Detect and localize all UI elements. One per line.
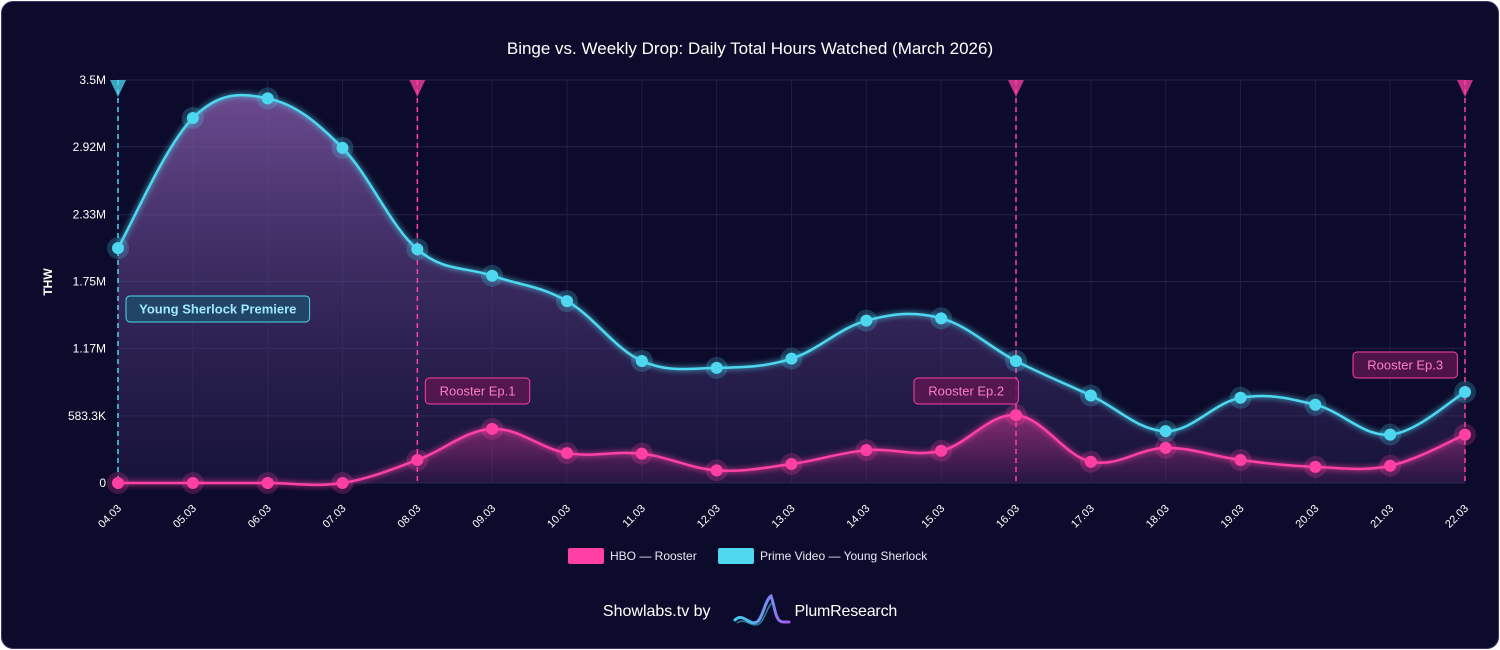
annotation-marker-icon: [1457, 80, 1473, 97]
annotation-label: Rooster Ep.1: [440, 384, 516, 399]
data-point: [411, 243, 424, 256]
data-point: [1309, 398, 1322, 411]
data-point: [486, 422, 499, 435]
data-point: [1159, 441, 1172, 454]
data-point: [336, 477, 349, 489]
x-tick-label: 22.03: [1443, 503, 1471, 531]
annotation-label: Young Sherlock Premiere: [139, 302, 296, 317]
data-point: [1084, 455, 1097, 468]
data-point: [1159, 425, 1172, 438]
legend-label: HBO — Rooster: [610, 549, 697, 563]
x-tick-label: 05.03: [171, 503, 199, 531]
data-point: [935, 312, 948, 325]
y-tick-label: 0: [99, 476, 106, 490]
data-point: [860, 444, 873, 457]
data-point: [261, 477, 274, 489]
brand-logo: PlumResearch: [733, 592, 898, 632]
x-tick-label: 07.03: [321, 503, 349, 531]
x-tick-label: 19.03: [1219, 503, 1247, 531]
data-point: [411, 453, 424, 466]
x-tick-label: 11.03: [621, 503, 648, 530]
x-tick-label: 08.03: [396, 503, 424, 531]
data-point: [785, 458, 798, 471]
data-point: [336, 141, 349, 154]
data-point: [785, 352, 798, 365]
annotation-box: [913, 377, 1019, 405]
legend-swatch: [568, 548, 604, 564]
x-tick-label: 12.03: [695, 503, 723, 531]
annotation-box: [1352, 351, 1458, 379]
x-tick-label: 17.03: [1069, 503, 1097, 531]
data-point: [1309, 460, 1322, 473]
x-tick-label: 13.03: [770, 503, 798, 531]
data-point: [635, 354, 648, 367]
x-tick-label: 14.03: [845, 503, 873, 531]
annotation-marker-icon: [1008, 80, 1024, 97]
legend-label: Prime Video — Young Sherlock: [760, 549, 928, 563]
data-point: [1084, 389, 1097, 402]
data-point: [1459, 386, 1471, 399]
data-point: [261, 92, 274, 105]
annotation-marker-icon: [409, 80, 426, 97]
legend-swatch: [718, 548, 754, 564]
data-point: [1459, 428, 1471, 441]
y-tick-label: 2.92M: [73, 140, 106, 154]
y-axis-label: THW: [41, 268, 55, 296]
data-point: [860, 314, 873, 327]
data-point: [1384, 428, 1397, 441]
data-point: [1010, 354, 1022, 367]
y-tick-label: 583.3K: [68, 409, 106, 423]
data-point: [710, 361, 723, 374]
annotation-marker-icon: [110, 80, 126, 97]
annotation-box: [424, 377, 531, 405]
x-tick-label: 10.03: [545, 503, 573, 531]
x-tick-label: 09.03: [470, 503, 498, 531]
data-point: [486, 269, 499, 282]
footer: Showlabs.tv by PlumResearch: [2, 592, 1498, 632]
data-point: [1234, 453, 1247, 466]
data-point: [561, 295, 573, 308]
data-point: [635, 447, 648, 460]
footer-prefix: Showlabs.tv by: [602, 603, 711, 620]
data-point: [1010, 409, 1022, 422]
x-tick-label: 15.03: [919, 503, 947, 531]
y-tick-label: 3.5M: [79, 73, 106, 87]
y-tick-label: 2.33M: [73, 208, 106, 222]
x-tick-label: 04.03: [96, 503, 124, 531]
data-point: [1384, 459, 1397, 472]
data-point: [561, 447, 573, 460]
x-tick-label: 20.03: [1294, 503, 1322, 531]
x-tick-label: 21.03: [1368, 503, 1396, 531]
brand-name: PlumResearch: [794, 603, 898, 620]
data-point: [186, 477, 199, 489]
annotation-label: Rooster Ep.2: [928, 384, 1004, 399]
data-point: [1234, 391, 1247, 404]
x-tick-label: 16.03: [994, 503, 1022, 531]
y-tick-label: 1.75M: [73, 275, 106, 289]
x-tick-label: 06.03: [246, 503, 274, 531]
series-area-0: [118, 414, 1465, 485]
annotation-box: [125, 295, 311, 323]
data-point: [710, 464, 723, 477]
data-point: [112, 477, 124, 489]
data-point: [186, 111, 199, 124]
plumresearch-wave-icon: [733, 593, 791, 626]
data-point: [112, 242, 124, 255]
annotation-label: Rooster Ep.3: [1367, 358, 1443, 373]
data-point: [935, 444, 948, 457]
chart-title: Binge vs. Weekly Drop: Daily Total Hours…: [507, 39, 993, 58]
y-tick-label: 1.17M: [73, 341, 106, 355]
x-tick-label: 18.03: [1144, 503, 1172, 531]
